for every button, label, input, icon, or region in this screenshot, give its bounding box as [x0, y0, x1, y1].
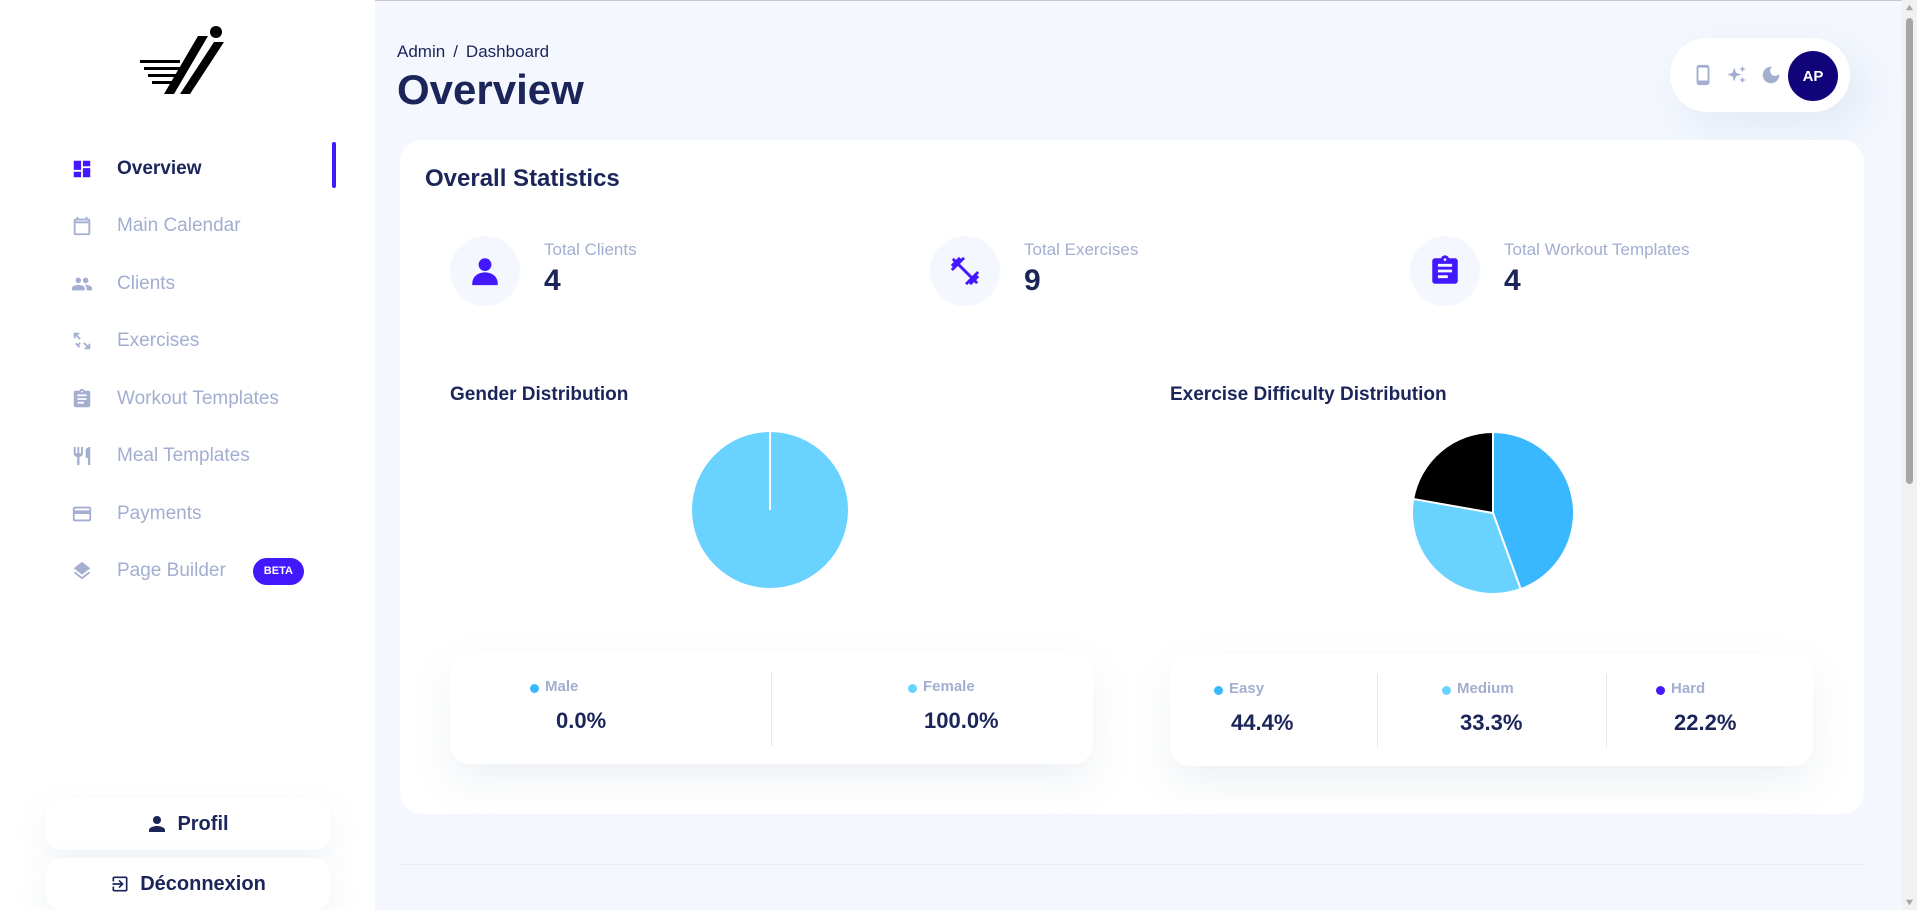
- legend-dot: [1656, 686, 1665, 695]
- stat-label: Total Exercises: [1024, 240, 1138, 260]
- legend-item-easy: Easy 44.4%: [1170, 654, 1384, 766]
- sidebar-nav: Overview Main Calendar Clients Exercis: [0, 140, 375, 600]
- breadcrumb-separator: /: [453, 42, 458, 61]
- difficulty-pie-chart: [1410, 430, 1576, 596]
- legend-value: 44.4%: [1231, 710, 1293, 736]
- phone-icon[interactable]: [1692, 64, 1714, 86]
- legend-value: 100.0%: [924, 708, 999, 734]
- scrollbar-thumb[interactable]: [1906, 18, 1913, 484]
- content-divider: [400, 864, 1864, 865]
- logout-label: Déconnexion: [140, 873, 266, 896]
- gender-legend: Male 0.0% Female 100.0%: [450, 652, 1093, 764]
- sidebar-item-label: Payments: [117, 503, 201, 525]
- avatar[interactable]: AP: [1788, 51, 1838, 101]
- legend-dot: [530, 684, 539, 693]
- fitness-icon: [70, 329, 94, 353]
- stat-label: Total Workout Templates: [1504, 240, 1690, 260]
- legend-label: Hard: [1671, 680, 1705, 697]
- legend-item-hard: Hard 22.2%: [1598, 654, 1813, 766]
- brand-logo[interactable]: [138, 24, 238, 96]
- legend-value: 33.3%: [1460, 710, 1522, 736]
- beta-badge: BETA: [253, 558, 304, 585]
- sidebar-item-main-calendar[interactable]: Main Calendar: [0, 198, 375, 256]
- sidebar-item-label: Meal Templates: [117, 445, 250, 467]
- sidebar-item-label: Overview: [117, 158, 202, 180]
- legend-name: Hard: [1656, 680, 1705, 697]
- stat-value: 4: [1504, 264, 1521, 298]
- people-icon: [70, 272, 94, 296]
- legend-label: Easy: [1229, 680, 1264, 697]
- sidebar-item-label: Page Builder: [117, 560, 226, 582]
- person-icon: [450, 236, 520, 306]
- stat-value: 4: [544, 264, 561, 298]
- sidebar-item-label: Exercises: [117, 330, 199, 352]
- sidebar-item-label: Workout Templates: [117, 388, 279, 410]
- clipboard-icon: [70, 387, 94, 411]
- legend-value: 22.2%: [1674, 710, 1736, 736]
- legend-item-female: Female 100.0%: [772, 652, 1093, 764]
- profile-button[interactable]: Profil: [46, 798, 330, 850]
- legend-label: Male: [545, 678, 578, 695]
- breadcrumb: Admin / Dashboard: [397, 42, 549, 62]
- breadcrumb-root[interactable]: Admin: [397, 42, 445, 61]
- sidebar-item-overview[interactable]: Overview: [0, 140, 375, 198]
- scroll-down-icon[interactable]: [1905, 898, 1914, 907]
- gender-pie-chart: [690, 430, 850, 590]
- dumbbell-icon: [930, 236, 1000, 306]
- legend-item-medium: Medium 33.3%: [1384, 654, 1598, 766]
- page-scrollbar[interactable]: [1902, 0, 1917, 910]
- legend-dot: [908, 684, 917, 693]
- sparkle-icon[interactable]: [1726, 64, 1748, 86]
- utensils-icon: [70, 444, 94, 468]
- stat-value: 9: [1024, 264, 1041, 298]
- sidebar-item-workout-templates[interactable]: Workout Templates: [0, 370, 375, 428]
- legend-dot: [1214, 686, 1223, 695]
- sidebar-item-label: Clients: [117, 273, 175, 295]
- person-icon: [147, 814, 167, 834]
- overall-statistics-card: Overall Statistics Total Clients 4 Total…: [400, 140, 1864, 814]
- logout-button[interactable]: Déconnexion: [46, 858, 330, 910]
- legend-label: Medium: [1457, 680, 1514, 697]
- profile-label: Profil: [177, 813, 228, 836]
- active-indicator: [332, 142, 336, 188]
- stat-label: Total Clients: [544, 240, 637, 260]
- sign-out-icon: [110, 874, 130, 894]
- legend-label: Female: [923, 678, 975, 695]
- difficulty-chart-title: Exercise Difficulty Distribution: [1170, 384, 1447, 406]
- sidebar-item-exercises[interactable]: Exercises: [0, 313, 375, 371]
- sidebar-item-clients[interactable]: Clients: [0, 255, 375, 313]
- legend-name: Easy: [1214, 680, 1264, 697]
- page-title: Overview: [397, 66, 584, 114]
- sidebar-item-page-builder[interactable]: Page Builder BETA: [0, 543, 375, 601]
- header-toolbar: AP: [1670, 38, 1850, 112]
- sidebar-item-payments[interactable]: Payments: [0, 485, 375, 543]
- sidebar-item-label: Main Calendar: [117, 215, 241, 237]
- layers-icon: [70, 559, 94, 583]
- legend-divider: [1377, 674, 1378, 748]
- scroll-up-icon[interactable]: [1905, 3, 1914, 12]
- difficulty-legend: Easy 44.4% Medium 33.3% Hard 22.2%: [1170, 654, 1813, 766]
- legend-item-male: Male 0.0%: [450, 652, 771, 764]
- clipboard-icon: [1410, 236, 1480, 306]
- credit-card-icon: [70, 502, 94, 526]
- pie-slice-hard[interactable]: [1413, 432, 1493, 513]
- breadcrumb-current[interactable]: Dashboard: [466, 42, 549, 61]
- moon-icon[interactable]: [1760, 64, 1782, 86]
- legend-name: Male: [530, 678, 578, 695]
- legend-name: Female: [908, 678, 975, 695]
- card-title: Overall Statistics: [425, 165, 620, 193]
- sidebar: Overview Main Calendar Clients Exercis: [0, 0, 375, 910]
- legend-value: 0.0%: [556, 708, 606, 734]
- legend-name: Medium: [1442, 680, 1514, 697]
- sidebar-item-meal-templates[interactable]: Meal Templates: [0, 428, 375, 486]
- dashboard-icon: [70, 157, 94, 181]
- calendar-icon: [70, 214, 94, 238]
- legend-dot: [1442, 686, 1451, 695]
- gender-chart-title: Gender Distribution: [450, 384, 628, 406]
